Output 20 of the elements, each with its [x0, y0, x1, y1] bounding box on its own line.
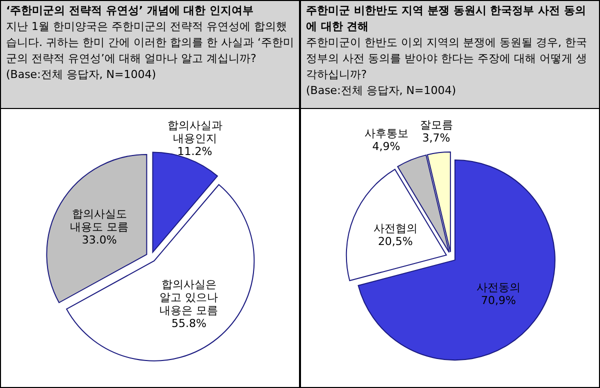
text: (Base:전체 응답자, N=1004) — [306, 83, 458, 99]
data-label: 70,9% — [481, 294, 516, 308]
data-label: 33.0% — [82, 233, 117, 246]
text: (Base:전체 응답자, N=1004) — [6, 67, 158, 83]
slice-label: 합의사실은 알고 있으나 내용은 모름 — [160, 278, 218, 317]
slice-label: 사전협의 — [373, 222, 418, 235]
data-label: 4,9% — [372, 140, 400, 153]
chart-subtitle: 주한미군이 한반도 이외 지역의 분쟁에 동원될 경우, 한국 정부의 사전 동의를 받아야 한다는 주장에 대해 어떻게 생각하십니까? — [306, 35, 588, 83]
data-label: 11.2% — [177, 144, 212, 158]
chart-title: ‘주한미군의 전략적 유연성’ 개념에 대한 인지여부 — [6, 3, 255, 19]
data-label: 3,7% — [422, 131, 450, 144]
chart-title: 주한미군 비한반도 지역 분쟁 동원시 한국정부 사전 동의에 대한 견해 — [306, 3, 587, 35]
slice-label: 사전동의 — [476, 281, 521, 294]
data-label: 20,5% — [378, 234, 413, 248]
slice-label: 합의사실도 내용도 모름 — [70, 207, 129, 234]
data-label: 55.8% — [171, 316, 206, 330]
slice-label: 사후통보 — [364, 126, 408, 140]
slice-label: 잘모름 — [420, 118, 453, 132]
slice-label: 합의사실과 내용인지 — [167, 118, 222, 145]
chart-subtitle: 지난 1월 한미양국은 주한미군의 전략적 유연성에 합의했습니다. 귀하는 한미 간에 이러한 합의를 한 사실과 ‘주한미군의 전략적 유연성’에 대해 얼마나 알고 계십니까? — [6, 19, 294, 67]
